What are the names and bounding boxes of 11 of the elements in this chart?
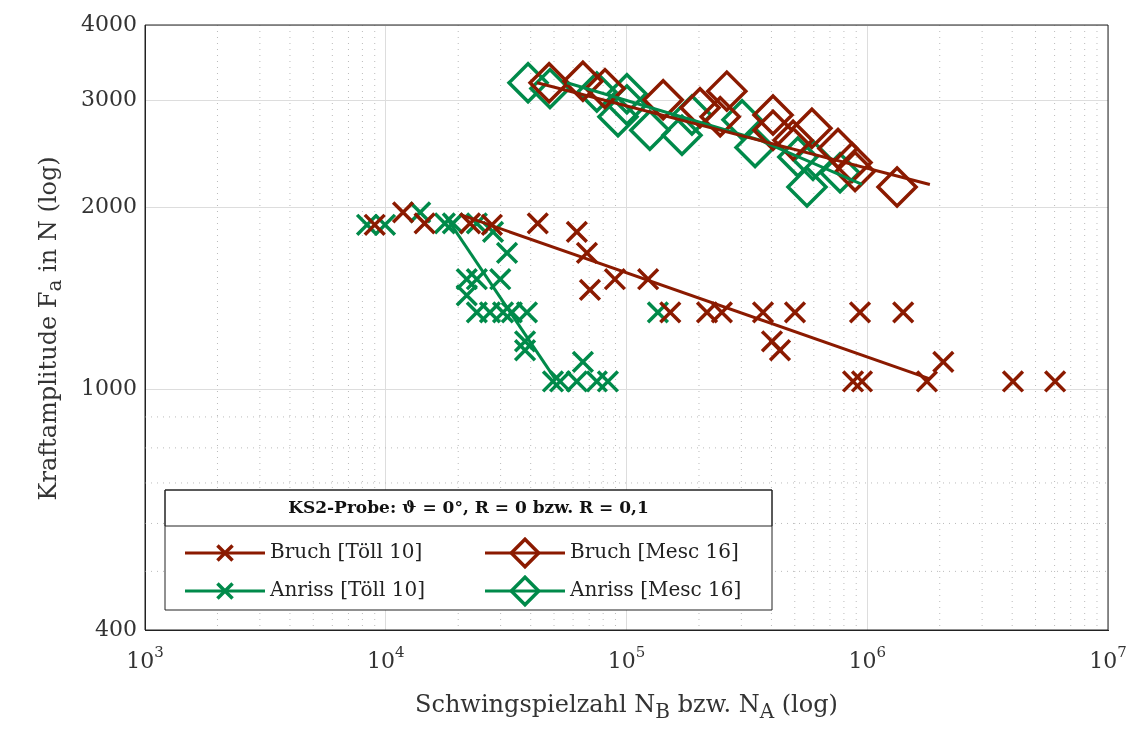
y-tick-label: 400 <box>95 615 137 641</box>
y-tick-label: 1000 <box>81 374 137 400</box>
y-tick-label: 2000 <box>81 192 137 218</box>
y-tick-label: 4000 <box>81 10 137 36</box>
legend-label: Bruch [Mesc 16] <box>570 539 739 564</box>
y-tick-label: 3000 <box>81 86 137 112</box>
legend-title: KS2-Probe: ϑ = 0°, R = 0 bzw. R = 0,1 <box>288 497 649 518</box>
legend-label: Anriss [Töll 10] <box>269 577 425 602</box>
legend-label: Anriss [Mesc 16] <box>569 577 742 602</box>
x-axis-title: Schwingspielzahl N$_{B}$ bzw. N$_{A}$ (log) <box>414 690 839 723</box>
legend-label: Bruch [Töll 10] <box>270 539 423 564</box>
